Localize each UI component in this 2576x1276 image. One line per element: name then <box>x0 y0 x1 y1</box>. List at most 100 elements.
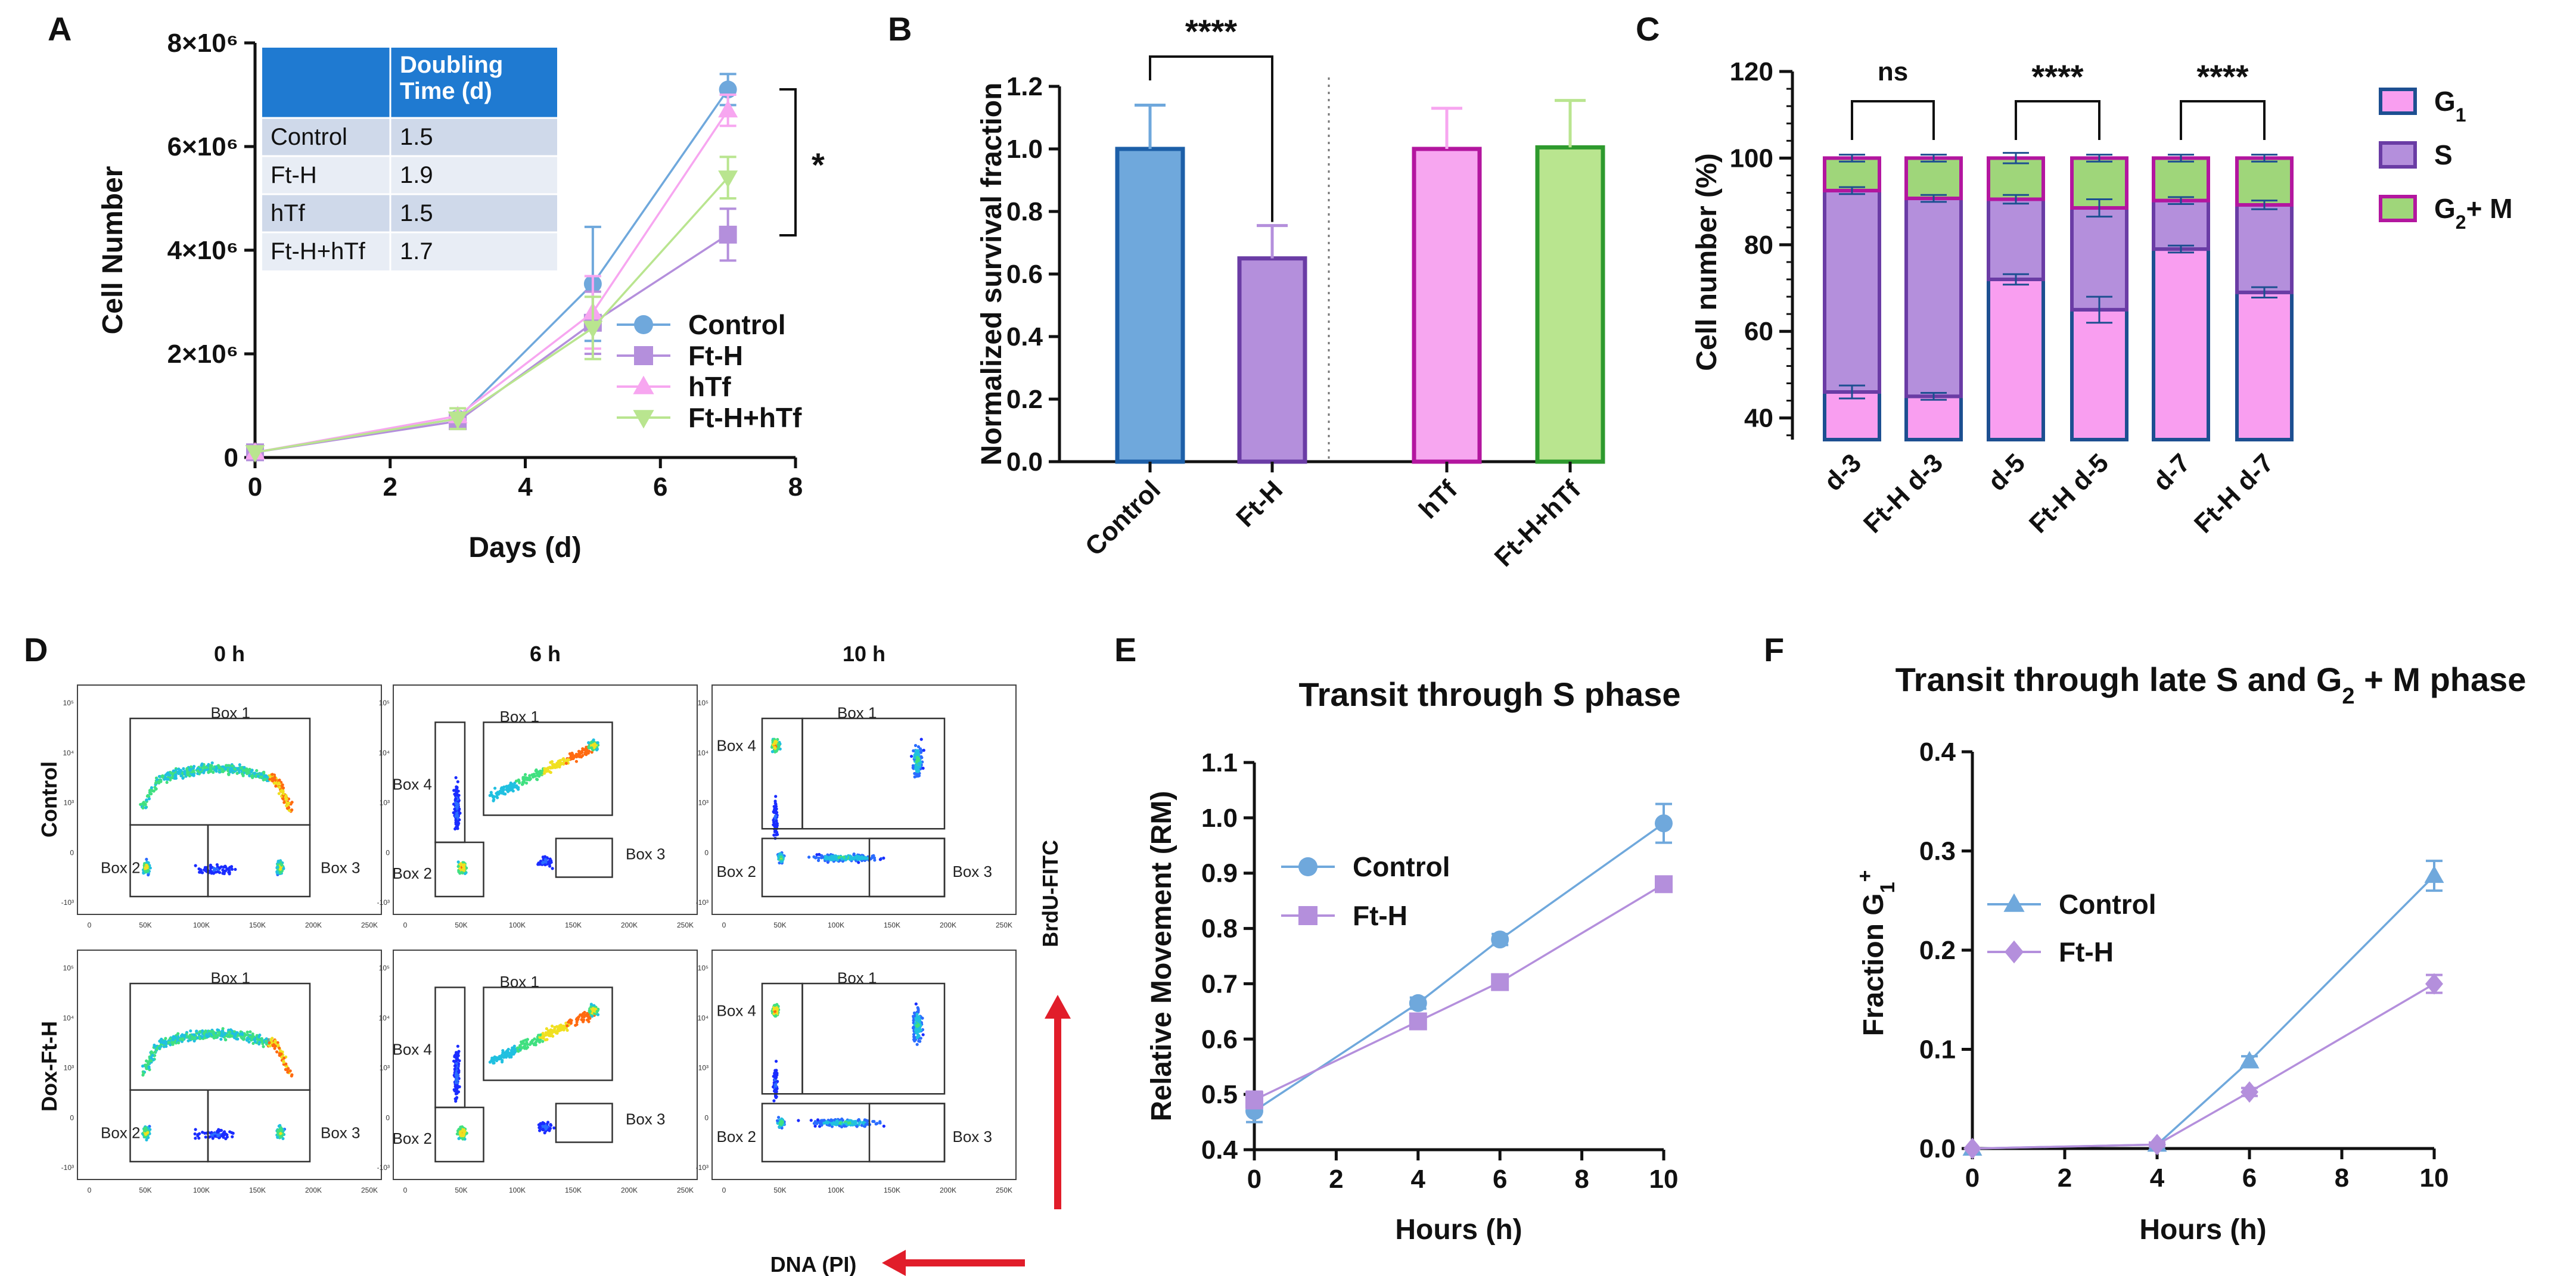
cell-event <box>455 1078 459 1082</box>
y-tick-label: 1.1 <box>1201 748 1238 777</box>
cell-event <box>562 1028 565 1032</box>
cell-event <box>154 787 158 791</box>
cell-event <box>456 864 460 869</box>
cell-event <box>176 1038 180 1042</box>
cell-event <box>183 772 187 776</box>
bar-group-ft-h-htf <box>1535 99 1605 464</box>
y-tick-label: 10⁴ <box>63 749 74 757</box>
data-point <box>1655 814 1673 833</box>
cell-event <box>146 1062 150 1066</box>
x-axis-title: Hours (h) <box>2139 1214 2266 1246</box>
cell-event <box>922 748 925 752</box>
cell-event <box>915 1036 919 1040</box>
cell-event <box>558 1024 561 1028</box>
cell-event <box>821 1119 825 1122</box>
cell-event <box>919 761 922 764</box>
cell-event <box>551 765 554 769</box>
x-tick-label: 50K <box>455 1186 467 1194</box>
cell-event <box>548 864 552 868</box>
table-cell-doubling-time: 1.7 <box>400 238 433 264</box>
cell-event <box>278 785 281 789</box>
data-point <box>1245 1091 1263 1109</box>
y-tick-label: -10³ <box>61 898 74 907</box>
cell-event <box>519 1045 523 1048</box>
cell-event <box>495 795 499 798</box>
cell-event <box>775 819 778 823</box>
cell-event <box>162 1040 166 1044</box>
cell-event <box>453 1068 456 1071</box>
x-tick-label: 0 <box>1247 1165 1261 1194</box>
cell-event <box>172 769 176 773</box>
cell-event <box>278 1046 281 1050</box>
cell-event <box>915 768 919 771</box>
cell-event <box>236 767 240 770</box>
cell-event <box>285 807 289 810</box>
cell-event <box>257 1041 262 1044</box>
x-tick-label: 250K <box>996 1186 1012 1194</box>
density-dots <box>141 1027 294 1142</box>
cell-event <box>860 1123 864 1127</box>
cell-event <box>287 801 291 805</box>
x-tick-label: 2 <box>383 472 397 502</box>
bar-segment-g1 <box>1987 277 2045 441</box>
significance-label: **** <box>2196 58 2248 95</box>
cell-event <box>575 1020 579 1024</box>
cell-event <box>281 786 285 790</box>
series-ft-h-htf <box>245 155 738 463</box>
cell-event <box>577 749 581 753</box>
cell-event <box>595 748 599 752</box>
x-tick-label: 50K <box>773 921 786 929</box>
cell-event <box>273 776 276 779</box>
cell-event <box>196 769 200 773</box>
cell-event <box>271 773 274 776</box>
density-dots <box>770 737 925 865</box>
series-ft-h <box>1963 973 2443 1159</box>
cell-event <box>145 864 149 869</box>
cell-event <box>497 792 501 796</box>
bar-group-htf <box>1412 107 1482 464</box>
cell-event <box>848 858 852 861</box>
cell-event <box>773 1090 777 1093</box>
cell-event <box>282 801 286 804</box>
cell-event <box>916 745 921 749</box>
cell-event <box>912 1019 915 1022</box>
cell-event <box>540 1036 544 1040</box>
y-tick-label: 0.1 <box>1919 1035 1956 1065</box>
panel-e-s-phase-transit: 0 2 4 6 8 10 0.4 0.5 0.6 0.7 0.8 0.9 1.0 1.1 Control Ft… <box>1146 676 1680 1246</box>
stacked-bar-ft-h-d-7 <box>2235 154 2294 441</box>
cell-event <box>216 1134 220 1138</box>
cell-event <box>506 1048 509 1052</box>
cell-event <box>595 1010 599 1013</box>
y-tick-label: 100 <box>1730 144 1773 173</box>
cell-event <box>220 1031 223 1035</box>
cell-event <box>456 1081 459 1085</box>
table-row <box>262 118 557 156</box>
x-tick-label: 200K <box>621 1186 638 1194</box>
cell-event <box>284 793 288 798</box>
cell-event <box>172 1041 175 1044</box>
significance-star: * <box>812 146 825 183</box>
cell-event <box>532 774 535 779</box>
cell-event <box>243 765 246 769</box>
cell-event <box>535 771 539 775</box>
cell-event <box>532 1043 536 1047</box>
cell-event <box>210 1131 213 1134</box>
data-point <box>448 411 468 429</box>
cell-event <box>276 1041 279 1044</box>
cell-event <box>189 1029 192 1033</box>
series-line <box>1254 822 1665 1112</box>
cell-event <box>223 1032 226 1037</box>
cell-event <box>272 782 276 785</box>
cell-event <box>855 1125 859 1128</box>
cell-event <box>241 772 244 776</box>
cell-event <box>543 770 546 773</box>
cell-event <box>539 769 542 773</box>
cell-event <box>882 1124 885 1128</box>
cell-event <box>235 1031 238 1035</box>
x-tick-label: 0 <box>403 921 408 929</box>
cell-event <box>147 1136 150 1140</box>
cell-event <box>528 778 532 782</box>
table-cell-doubling-time: 1.5 <box>400 200 433 226</box>
y-tick-label: 0.6 <box>1201 1025 1238 1054</box>
cell-event <box>222 872 226 876</box>
